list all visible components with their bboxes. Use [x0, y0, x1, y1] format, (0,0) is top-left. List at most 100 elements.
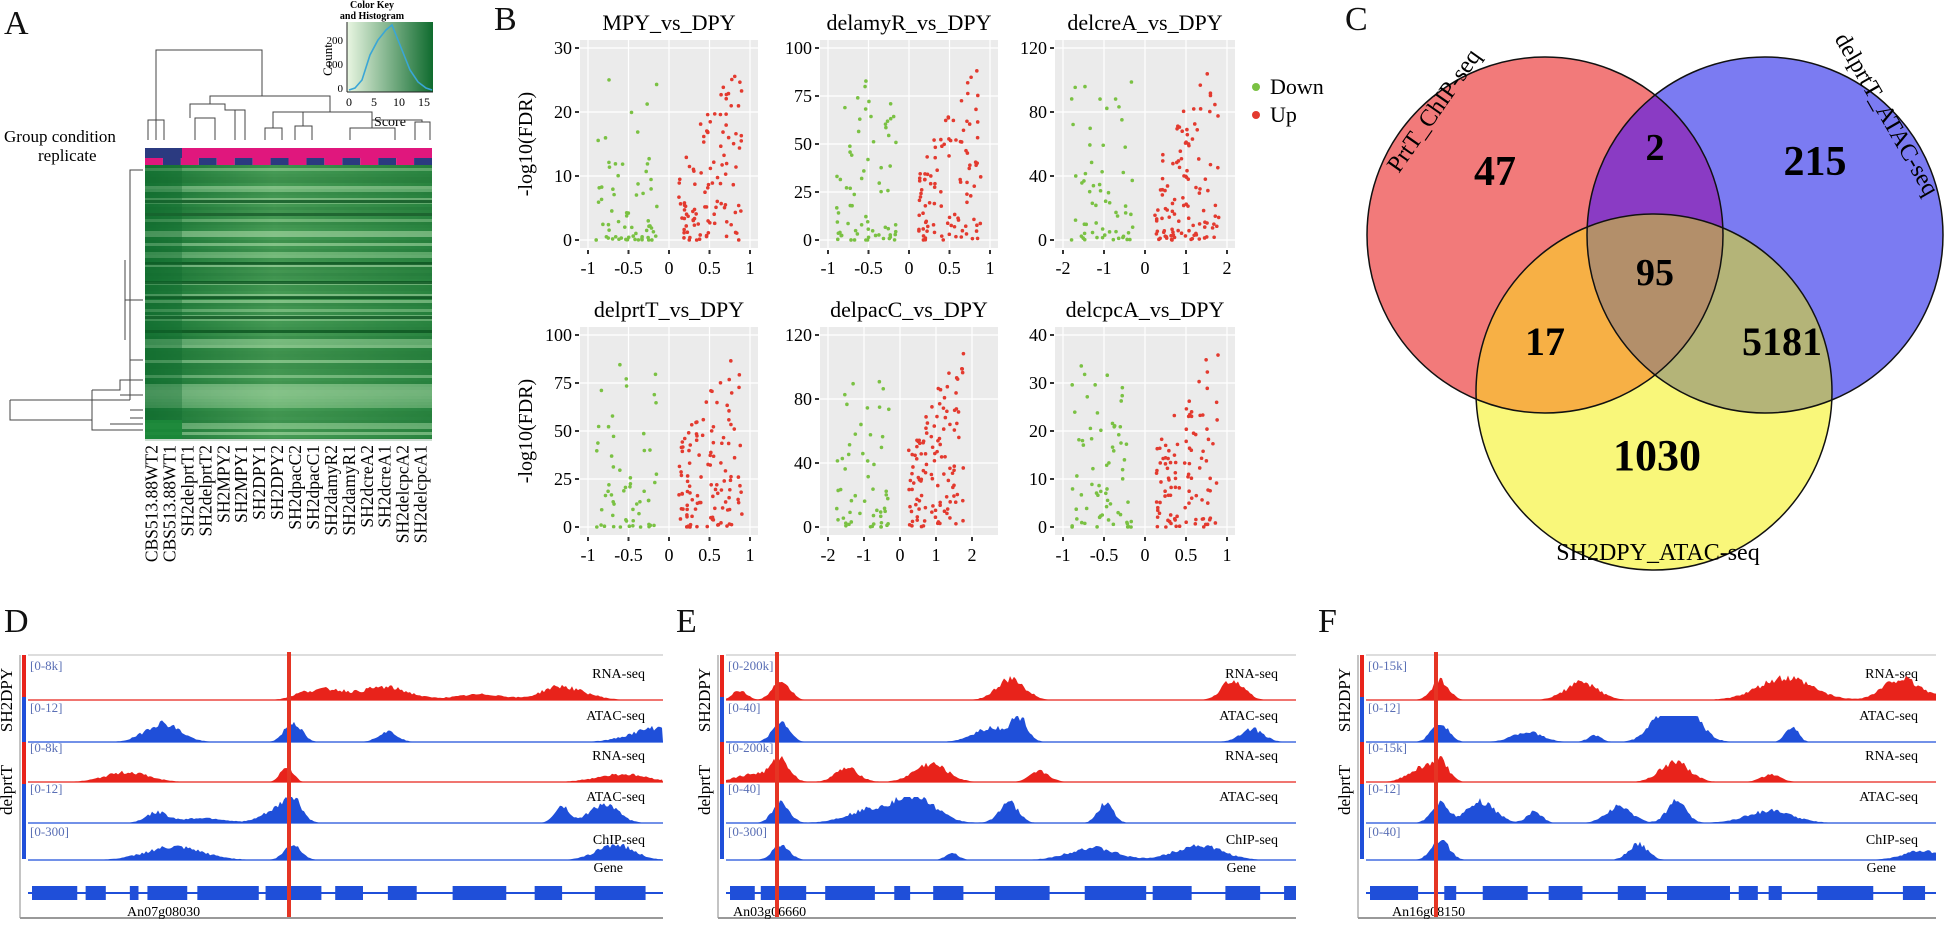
- point-down: [650, 238, 654, 242]
- heatmap-row: [145, 291, 432, 294]
- point-up: [917, 507, 921, 511]
- point-up: [723, 172, 728, 176]
- point-up: [923, 203, 928, 208]
- point-up: [1194, 233, 1199, 237]
- plot-title: delamyR_vs_DPY: [827, 10, 992, 35]
- track-range: [0-200k]: [728, 740, 774, 755]
- sample-label: SH2dcreA1: [375, 445, 395, 528]
- point-down: [648, 448, 652, 452]
- venn-count-prtT-only: 47: [1474, 149, 1516, 195]
- gene-exon: [452, 886, 507, 900]
- x-tick-label: 0: [905, 258, 914, 278]
- point-down: [1114, 229, 1118, 234]
- point-up: [724, 96, 729, 101]
- heatmap-row: [145, 426, 432, 429]
- rna-signal: [28, 684, 663, 700]
- point-up: [715, 491, 720, 496]
- point-up: [954, 407, 959, 411]
- point-down: [594, 448, 599, 453]
- group-bar: [22, 697, 26, 742]
- point-up: [1208, 91, 1213, 96]
- x-tick-label: -1: [581, 258, 596, 278]
- point-down: [1111, 522, 1116, 527]
- point-up: [940, 144, 944, 149]
- heatmap-row: [145, 354, 432, 357]
- point-up: [1173, 476, 1178, 481]
- point-down: [855, 96, 860, 100]
- point-down: [879, 165, 883, 170]
- point-up: [952, 483, 956, 488]
- point-up: [959, 235, 964, 239]
- point-up: [701, 140, 706, 144]
- point-up: [941, 427, 946, 431]
- point-up: [1154, 500, 1159, 504]
- point-up: [1205, 72, 1210, 76]
- point-up: [1214, 481, 1219, 485]
- point-up: [961, 128, 966, 133]
- point-up: [708, 120, 713, 124]
- point-down: [1070, 487, 1075, 491]
- point-up: [1160, 159, 1165, 163]
- point-down: [631, 523, 635, 528]
- point-down: [1100, 235, 1105, 240]
- point-up: [917, 498, 922, 503]
- point-down: [873, 233, 878, 238]
- point-up: [947, 215, 952, 220]
- point-up: [1158, 446, 1162, 451]
- heatmap-row: [145, 210, 432, 213]
- point-down: [1088, 143, 1092, 147]
- point-up: [1178, 149, 1183, 154]
- point-down: [885, 119, 890, 124]
- point-down: [1118, 424, 1123, 429]
- heatmap-row: [145, 321, 432, 324]
- heatmap-row: [145, 396, 432, 399]
- point-up: [1161, 152, 1165, 157]
- point-down: [611, 524, 616, 529]
- point-up: [729, 422, 733, 427]
- point-down: [849, 498, 854, 503]
- point-up: [933, 181, 937, 186]
- point-up: [919, 452, 924, 456]
- point-up: [1166, 456, 1170, 461]
- group-bar: [1360, 742, 1364, 784]
- point-up: [731, 182, 736, 187]
- point-down: [859, 422, 863, 427]
- point-up: [720, 163, 724, 167]
- point-down: [856, 129, 861, 134]
- point-down: [893, 229, 898, 234]
- point-up: [1212, 235, 1216, 240]
- point-down: [1072, 410, 1077, 414]
- point-up: [1198, 413, 1202, 418]
- point-up: [736, 500, 741, 505]
- group-bar: [720, 697, 724, 742]
- point-up: [718, 144, 723, 149]
- heatmap-row: [145, 237, 432, 240]
- point-up: [939, 234, 944, 238]
- point-up: [948, 466, 952, 471]
- point-up: [925, 172, 930, 177]
- point-up: [736, 104, 741, 108]
- point-down: [603, 136, 608, 140]
- volcano-plot-4: -1 -0.5 0 0.5 1 0 25 50 75 100 delprtT_vs_DPY -log1…: [515, 297, 758, 565]
- point-down: [1080, 438, 1085, 443]
- point-down: [871, 139, 876, 144]
- point-up: [724, 112, 728, 116]
- heatmap-row: [145, 306, 432, 309]
- point-down: [1129, 80, 1134, 84]
- x-tick-label: 0.5: [698, 545, 721, 565]
- y-tick-label: 0: [803, 230, 812, 250]
- point-up: [938, 442, 943, 447]
- venn-count-sh2dpy-only: 1030: [1613, 431, 1701, 480]
- point-up: [952, 212, 957, 217]
- point-up: [911, 465, 915, 469]
- point-up: [1181, 203, 1186, 208]
- y-tick-label: 80: [1029, 102, 1047, 122]
- point-up: [921, 234, 926, 238]
- point-down: [1073, 218, 1078, 222]
- point-down: [611, 499, 615, 504]
- point-up: [687, 461, 692, 465]
- rna-signal: [1366, 675, 1936, 700]
- point-up: [688, 491, 692, 495]
- point-up: [1187, 501, 1191, 505]
- point-down: [1082, 179, 1086, 183]
